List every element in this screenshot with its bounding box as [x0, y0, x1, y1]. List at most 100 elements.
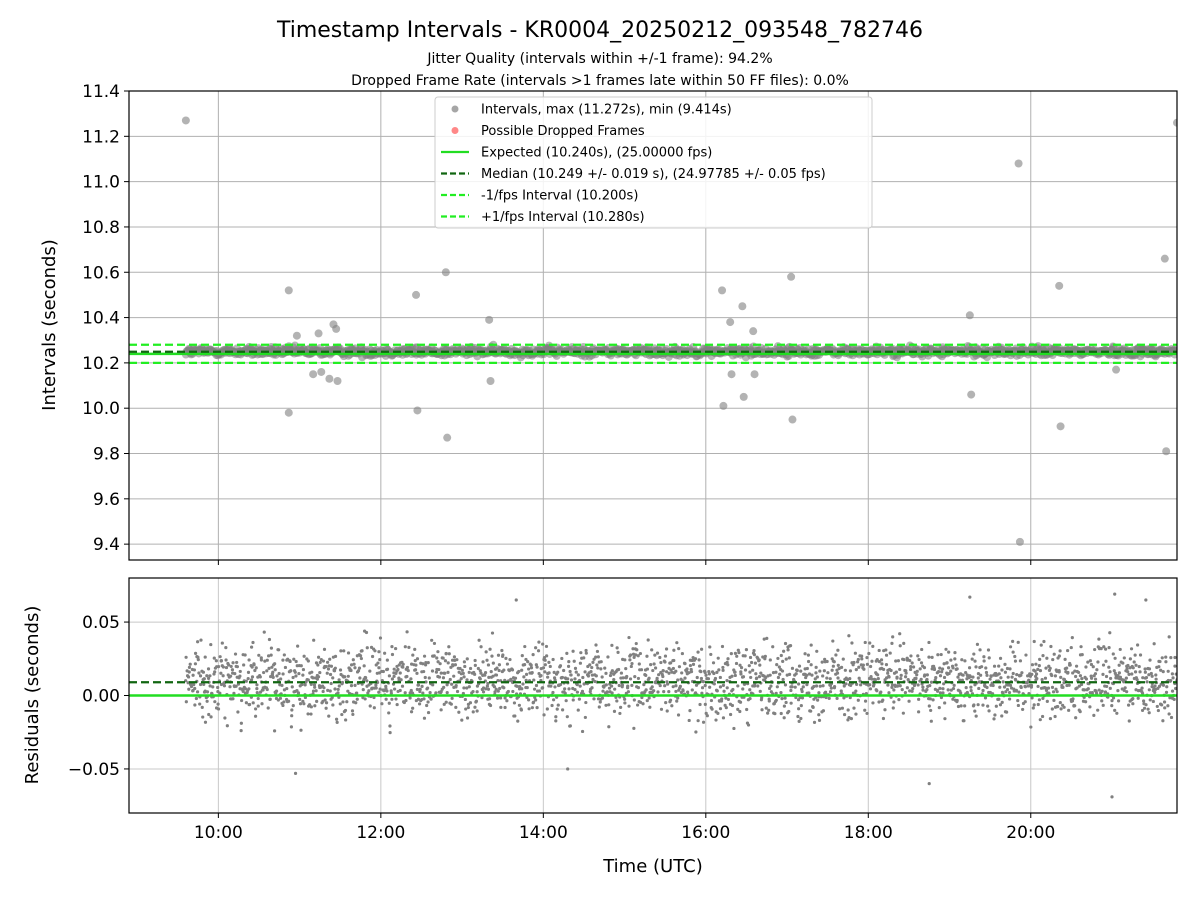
residual-point	[899, 673, 903, 677]
residual-point	[1121, 661, 1125, 665]
residual-point	[796, 698, 801, 702]
residual-point	[988, 677, 992, 681]
residual-point	[498, 686, 502, 691]
residual-point	[552, 670, 556, 674]
residual-point	[975, 642, 980, 646]
residual-point	[676, 713, 681, 717]
residual-point	[521, 682, 525, 686]
residual-point	[929, 708, 933, 713]
residual-point	[1011, 650, 1015, 654]
residual-point	[1108, 676, 1113, 681]
residual-point	[1013, 654, 1017, 659]
residual-point	[744, 648, 749, 652]
residual-point	[265, 687, 269, 692]
residual-point	[524, 678, 528, 682]
residual-point	[982, 659, 986, 663]
residual-point	[441, 656, 445, 660]
residual-point	[1048, 666, 1052, 670]
residual-point	[543, 663, 547, 667]
residual-point	[797, 707, 801, 711]
residual-point	[1090, 676, 1094, 680]
intervals-y-tick-label: 11.4	[82, 82, 120, 102]
residual-point	[693, 657, 698, 661]
residual-point	[358, 676, 362, 680]
residual-point	[281, 672, 285, 676]
residual-point	[380, 702, 384, 706]
residual-point	[676, 696, 680, 700]
residual-point	[909, 654, 913, 658]
residual-point	[1045, 699, 1049, 704]
residual-point	[490, 631, 495, 635]
residual-point	[636, 654, 640, 658]
residual-point	[577, 697, 582, 701]
residual-point	[251, 640, 255, 645]
residual-point	[761, 655, 765, 659]
residual-point	[989, 674, 993, 679]
residual-point	[478, 669, 482, 673]
residual-point	[836, 676, 840, 680]
residual-point	[590, 665, 594, 670]
residual-point	[254, 666, 258, 670]
residual-point	[401, 665, 405, 669]
residual-point	[1030, 672, 1034, 676]
residual-point	[737, 650, 741, 655]
residual-point	[485, 658, 489, 662]
residual-point	[401, 662, 405, 666]
residual-point	[816, 698, 820, 702]
residual-point	[450, 682, 454, 686]
interval-outlier-point	[719, 401, 728, 410]
residual-point	[238, 674, 242, 678]
residual-point	[1054, 687, 1058, 691]
residual-point	[998, 703, 1003, 707]
residual-point	[671, 685, 675, 689]
residual-point	[1147, 667, 1152, 671]
residual-point	[1004, 690, 1008, 694]
residual-point	[984, 666, 988, 670]
residual-point	[501, 653, 505, 657]
residual-point	[323, 698, 327, 702]
residual-point	[839, 689, 843, 693]
residual-point	[964, 671, 968, 675]
residual-point	[1023, 700, 1027, 704]
residual-point	[687, 718, 691, 723]
interval-outlier-point	[1014, 159, 1023, 168]
residual-point	[1160, 656, 1164, 660]
residual-point	[1057, 654, 1061, 658]
residual-point	[1008, 645, 1013, 649]
residual-point	[1116, 699, 1121, 703]
residual-point	[635, 648, 639, 652]
residual-point	[543, 670, 547, 674]
residual-point	[1006, 675, 1010, 679]
residual-point	[917, 697, 921, 701]
residual-point	[873, 678, 877, 682]
residual-point	[361, 687, 365, 692]
residual-point	[848, 677, 852, 681]
residual-point	[394, 697, 398, 701]
residual-point	[907, 699, 911, 703]
residual-point	[610, 643, 614, 647]
residual-point	[703, 702, 707, 706]
residual-point	[187, 687, 191, 691]
interval-outlier-point	[309, 370, 318, 379]
residual-point	[523, 663, 527, 667]
residual-point	[774, 670, 778, 674]
residual-point	[973, 659, 977, 663]
residual-point	[871, 701, 875, 705]
residual-point	[619, 671, 624, 675]
residual-point	[424, 663, 428, 667]
residual-point	[976, 676, 980, 680]
residual-point	[1142, 706, 1147, 710]
residual-point	[730, 674, 734, 678]
residual-point	[790, 685, 794, 689]
residual-point	[246, 676, 250, 681]
residual-point	[551, 657, 555, 662]
residual-point	[395, 664, 399, 669]
residual-point	[870, 659, 874, 663]
residual-point	[556, 670, 560, 674]
residual-point	[708, 645, 712, 649]
residual-point	[736, 707, 740, 712]
residual-point	[554, 715, 558, 719]
residual-point	[648, 705, 652, 709]
residual-point	[452, 655, 457, 659]
residual-point	[1051, 690, 1056, 694]
